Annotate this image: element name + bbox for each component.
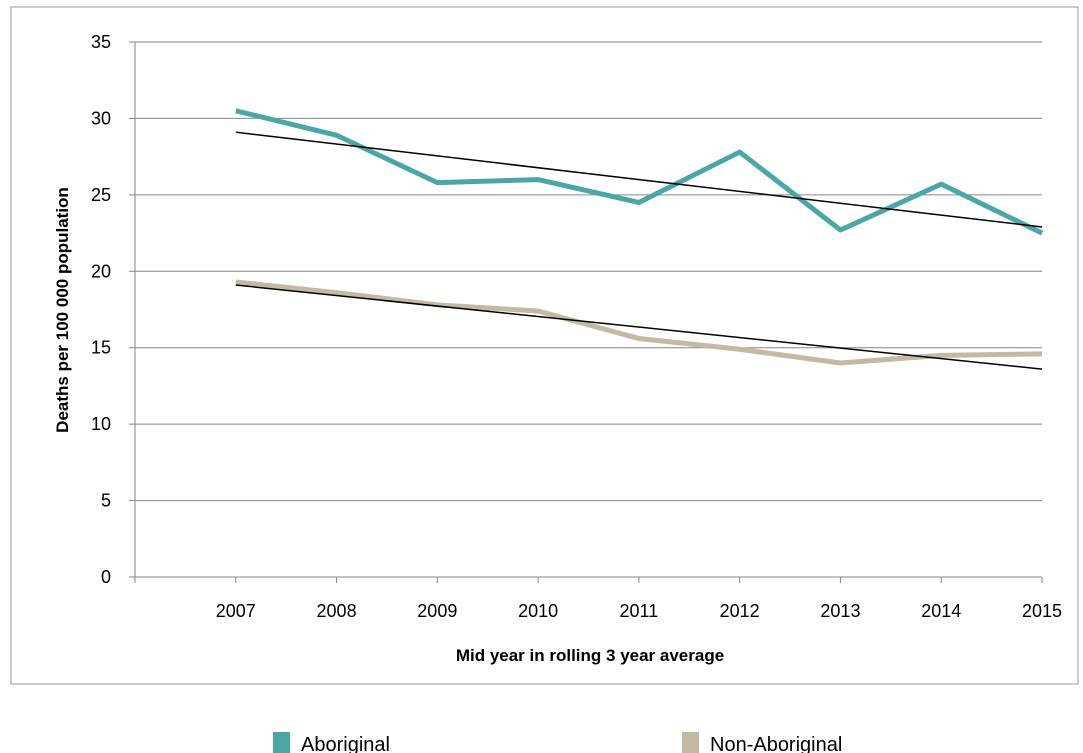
x-tick-label: 2014: [921, 601, 961, 621]
chart-frame: [10, 6, 1079, 685]
x-tick-label: 2010: [518, 601, 558, 621]
legend-label-aboriginal: Aboriginal: [301, 734, 390, 753]
y-tick-label: 25: [91, 185, 111, 205]
legend-swatch-non-aboriginal: [682, 732, 699, 753]
legend: Aboriginal Non-Aboriginal: [273, 732, 842, 753]
x-tick-labels: 2007 2008 2009 2010 2011 2012 2013 2014 2015: [216, 601, 1062, 621]
x-tick-label: 2007: [216, 601, 256, 621]
y-axis-title: Deaths per 100 000 population: [53, 187, 72, 433]
series-lines: [235, 108, 1044, 366]
y-tick-label: 15: [91, 338, 111, 358]
legend-swatch-aboriginal: [273, 732, 290, 753]
x-tick-label: 2008: [317, 601, 357, 621]
trendline-aboriginal: [235, 131, 1043, 228]
x-tick-label: 2015: [1022, 601, 1062, 621]
legend-label-non-aboriginal: Non-Aboriginal: [710, 734, 842, 753]
x-tick-label: 2009: [417, 601, 457, 621]
x-axis-title: Mid year in rolling 3 year average: [456, 646, 724, 665]
trendline-non-aboriginal: [235, 284, 1043, 370]
y-tick-label: 0: [101, 567, 111, 587]
series-line-non-aboriginal: [235, 279, 1043, 366]
y-tick-label: 5: [101, 491, 111, 511]
trendlines: [235, 131, 1043, 370]
x-tick-label: 2012: [720, 601, 760, 621]
y-tick-labels: 0 5 10 15 20 25 30 35: [91, 32, 111, 587]
y-tick-label: 35: [91, 32, 111, 52]
y-tick-label: 20: [91, 261, 111, 281]
series-line-aboriginal: [235, 108, 1044, 236]
x-tick-label: 2011: [620, 601, 659, 621]
gridlines: [135, 41, 1042, 502]
y-tick-label: 30: [91, 108, 111, 128]
x-tick-label: 2013: [820, 601, 860, 621]
y-tick-label: 10: [91, 414, 111, 434]
axes: [129, 41, 1043, 583]
